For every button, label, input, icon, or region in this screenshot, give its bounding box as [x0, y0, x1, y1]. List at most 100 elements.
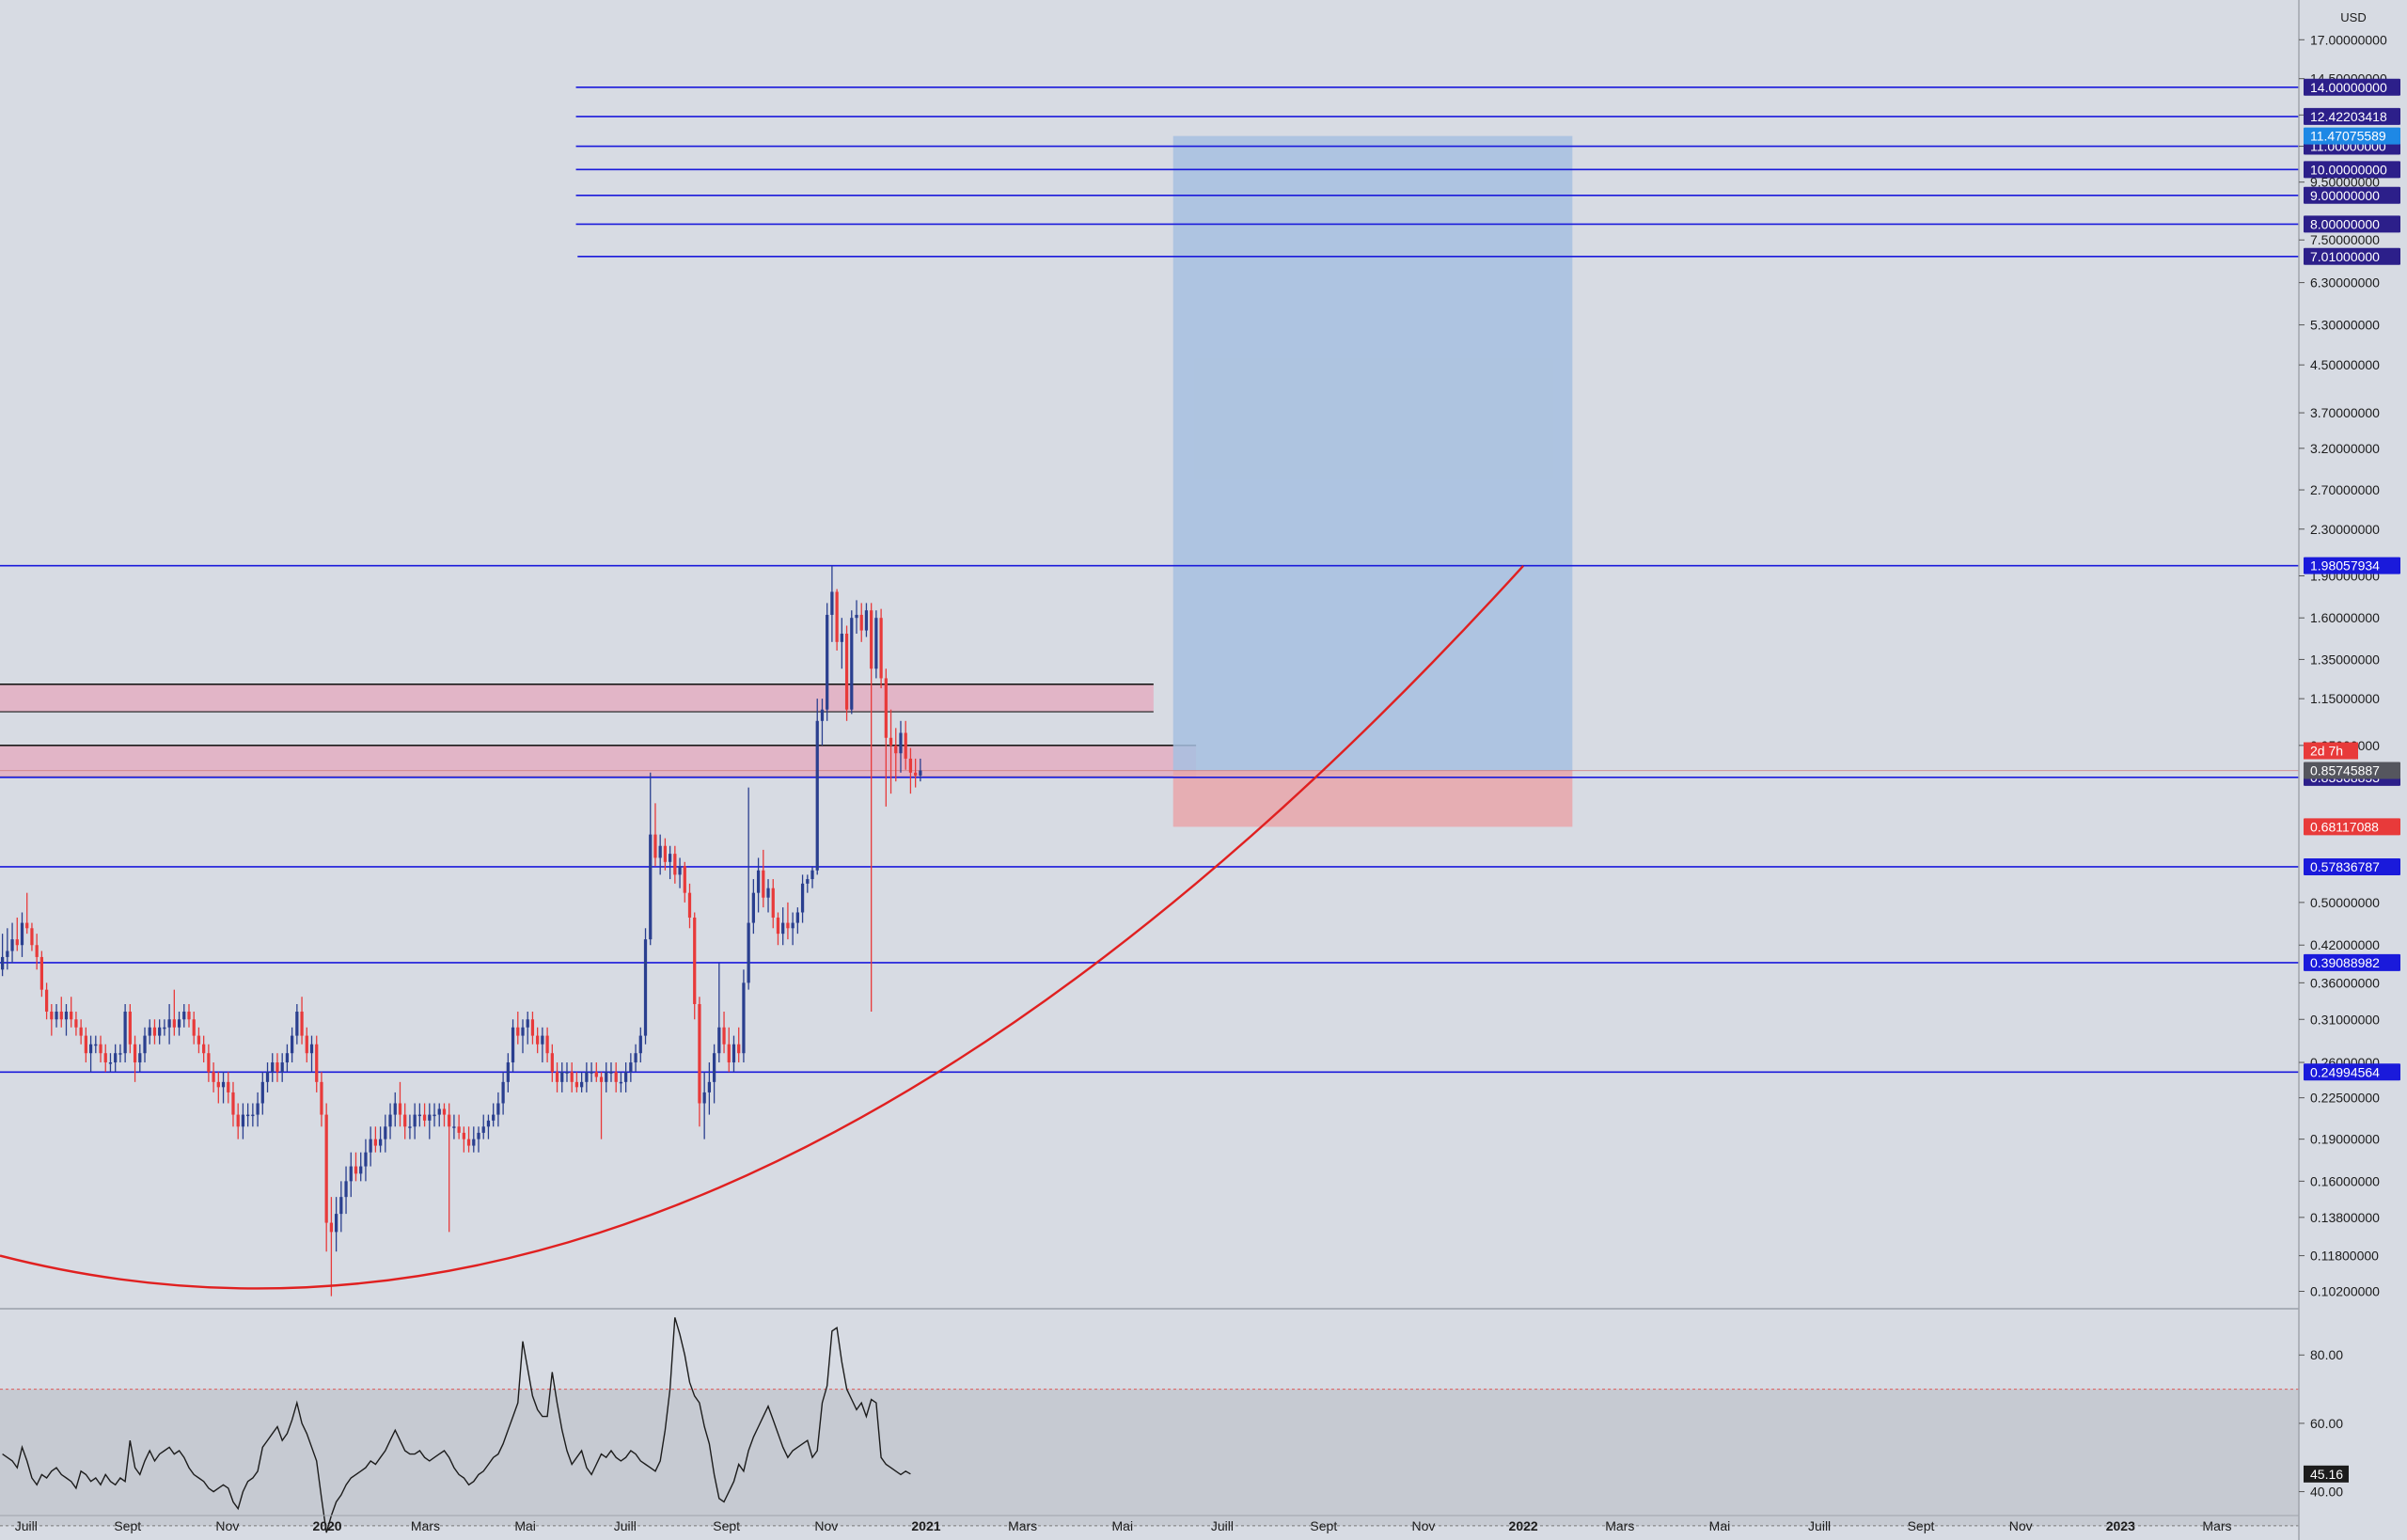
candle [693, 912, 697, 1020]
candle-body [889, 737, 893, 746]
candle-body [108, 1062, 113, 1064]
candle [550, 1044, 554, 1082]
candle [899, 720, 903, 773]
price-tick-label: 2.30000000 [2310, 522, 2380, 537]
candle-body [747, 922, 750, 983]
candle-body [256, 1103, 260, 1115]
candle-body [384, 1126, 387, 1139]
candle-body [403, 1114, 407, 1127]
candle-body [20, 922, 24, 946]
candle-body [643, 939, 648, 1036]
candle-body [638, 1035, 642, 1054]
candle-body [291, 1035, 294, 1054]
candle [844, 625, 849, 721]
candle-body [428, 1114, 432, 1121]
candle [879, 608, 883, 689]
candle-body [737, 1044, 741, 1054]
candle-body [231, 1092, 235, 1115]
candle [408, 1114, 412, 1139]
price-label-0: 11.47075589 [2310, 129, 2386, 144]
candle-body [79, 1027, 83, 1036]
candle-body [840, 634, 843, 642]
candle-body [722, 1027, 726, 1045]
candle-body [50, 1011, 54, 1020]
candle-body [835, 591, 839, 642]
candle [74, 1011, 78, 1036]
candle [722, 1011, 726, 1054]
candle-body [687, 892, 692, 918]
price-tick-label: 3.70000000 [2310, 405, 2380, 420]
candle [384, 1114, 387, 1153]
price-tick-label: 0.36000000 [2310, 975, 2380, 990]
candle [496, 1092, 500, 1127]
candle-body [855, 614, 858, 619]
candle [285, 1044, 290, 1073]
candle-body [511, 1027, 515, 1063]
candle [349, 1152, 353, 1198]
long-stop-zone[interactable] [1172, 770, 1573, 827]
candle [167, 1003, 171, 1045]
candle-body [820, 709, 825, 721]
candle-body [265, 1072, 270, 1082]
candle-body [339, 1197, 343, 1215]
candle-body [550, 1053, 554, 1073]
candle-body [417, 1114, 421, 1117]
candle [511, 1019, 515, 1073]
parabolic-curve[interactable] [0, 564, 1525, 1290]
candle-body [329, 1222, 334, 1233]
candle-body [393, 1103, 397, 1115]
candle-body [148, 1027, 151, 1036]
candle-body [702, 1092, 706, 1104]
time-tick-label: Nov [215, 1518, 239, 1533]
candle [751, 879, 755, 935]
candle-body [246, 1114, 250, 1117]
candle [747, 787, 750, 990]
candle [231, 1081, 235, 1127]
price-tick-label: 0.42000000 [2310, 937, 2380, 952]
candle-body [555, 1072, 559, 1082]
candle [678, 857, 682, 888]
candle [344, 1166, 348, 1215]
candle [457, 1114, 461, 1139]
candle-body [477, 1132, 480, 1139]
candle [771, 879, 775, 929]
candle-body [207, 1053, 211, 1073]
candle [437, 1103, 441, 1127]
time-tick-label: Mai [1709, 1518, 1731, 1533]
candle-body [756, 870, 761, 893]
candle-body [359, 1166, 363, 1174]
candle [158, 1019, 162, 1045]
candle [309, 1035, 314, 1073]
candle-body [879, 618, 883, 679]
time-tick-label: 2022 [1509, 1518, 1538, 1533]
rsi-value-label: 45.16 [2310, 1467, 2343, 1482]
candle-body [904, 732, 907, 759]
candle [20, 912, 24, 957]
time-tick-label: Mars [1008, 1518, 1037, 1533]
candle-body [565, 1072, 569, 1074]
candle [452, 1114, 456, 1139]
candle [251, 1103, 255, 1127]
long-target-zone[interactable] [1172, 135, 1573, 771]
candle-body [899, 732, 903, 754]
candle [624, 1062, 628, 1092]
candle [683, 861, 686, 903]
candle [84, 1027, 87, 1063]
level-label-0: 14.00000000 [2310, 80, 2387, 95]
candle [25, 892, 29, 935]
candle [698, 997, 701, 1127]
time-axis[interactable]: Juill Sept Nov 2020 Mars Mai Juill Sept Nov 2021 M… [0, 1515, 2299, 1533]
candle-body [260, 1081, 264, 1104]
candle [275, 1053, 279, 1082]
candle-body [649, 834, 653, 940]
candle-body [908, 758, 913, 773]
level-label-3-badge [2304, 161, 2400, 179]
candle [712, 1044, 716, 1104]
candle-body [815, 720, 819, 871]
candle [653, 803, 657, 867]
level-label-7-badge [2304, 557, 2400, 574]
candle [221, 1072, 226, 1104]
price-label-2-badge [2304, 818, 2400, 836]
level-label-0-badge [2304, 78, 2400, 96]
candle [0, 934, 5, 977]
